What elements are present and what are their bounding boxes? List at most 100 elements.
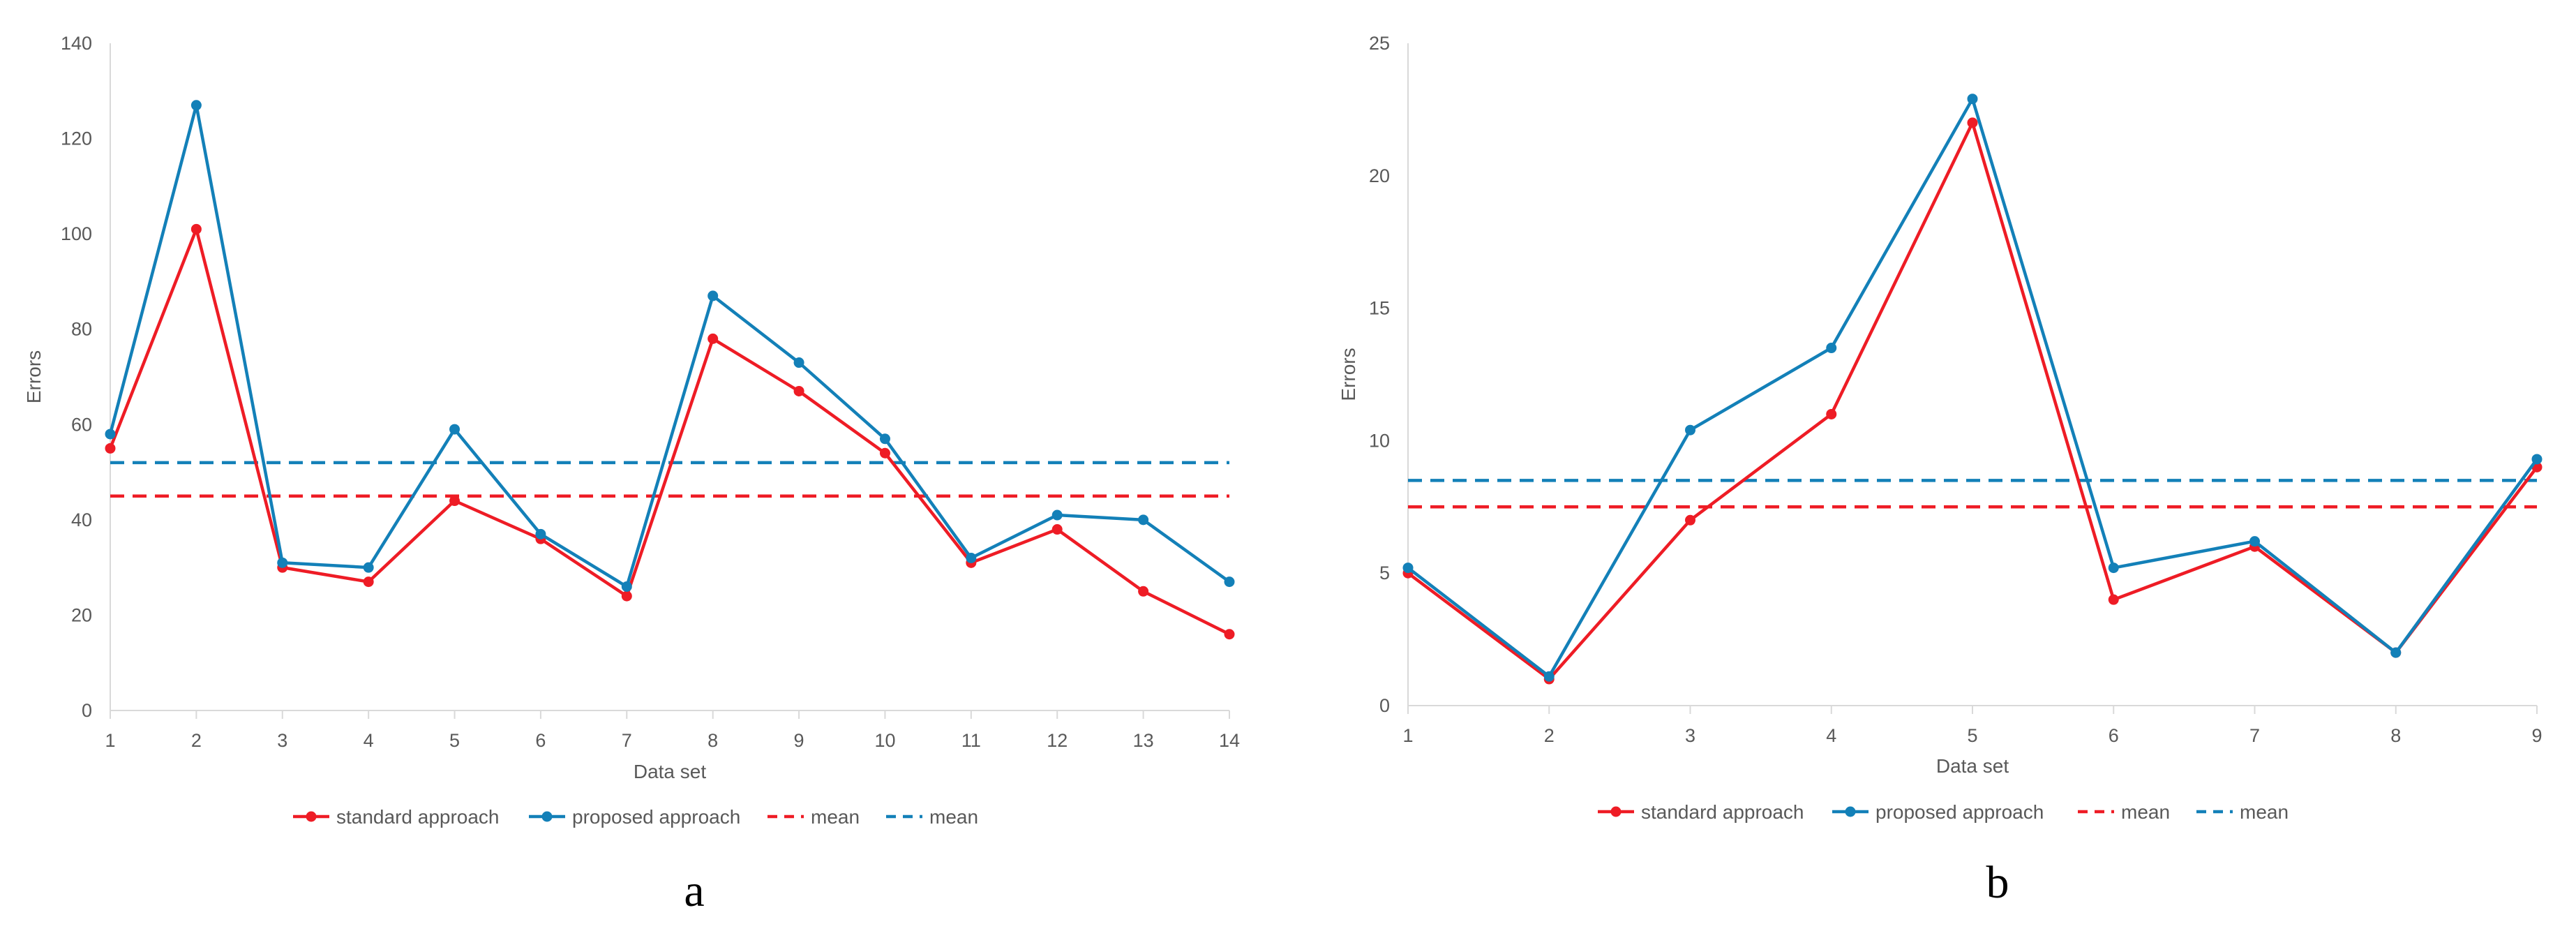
x-tick-label: 9 bbox=[2531, 725, 2542, 746]
x-tick-label: 6 bbox=[2109, 725, 2119, 746]
y-tick-label: 25 bbox=[1369, 33, 1390, 54]
data-point bbox=[1967, 117, 1978, 128]
y-tick-label: 5 bbox=[1379, 563, 1390, 583]
y-tick-label: 40 bbox=[71, 509, 92, 530]
x-tick-label: 9 bbox=[794, 730, 804, 751]
data-point bbox=[363, 562, 374, 573]
y-axis-title: Errors bbox=[23, 350, 45, 403]
x-tick-label: 8 bbox=[2390, 725, 2401, 746]
legend-label: proposed approach bbox=[572, 806, 740, 828]
x-tick-label: 3 bbox=[277, 730, 287, 751]
data-point bbox=[1967, 94, 1978, 105]
data-point bbox=[1051, 524, 1063, 535]
data-point bbox=[105, 442, 116, 454]
data-point bbox=[449, 424, 460, 435]
data-point bbox=[105, 429, 116, 440]
y-tick-label: 20 bbox=[1369, 165, 1390, 186]
x-tick-label: 13 bbox=[1133, 730, 1154, 751]
legend-label: standard approach bbox=[336, 806, 500, 828]
data-point bbox=[1138, 586, 1149, 597]
legend-label: standard approach bbox=[1641, 801, 1804, 823]
x-tick-label: 7 bbox=[622, 730, 632, 751]
x-tick-label: 2 bbox=[1544, 725, 1555, 746]
data-point bbox=[2108, 594, 2119, 605]
data-point bbox=[1224, 629, 1235, 640]
legend-label: mean bbox=[2240, 801, 2289, 823]
data-point bbox=[621, 590, 632, 602]
data-point bbox=[2108, 563, 2119, 574]
data-point bbox=[2249, 536, 2260, 547]
x-tick-label: 5 bbox=[449, 730, 460, 751]
y-tick-label: 120 bbox=[61, 128, 92, 149]
x-tick-label: 14 bbox=[1219, 730, 1240, 751]
x-tick-label: 2 bbox=[191, 730, 202, 751]
series-line bbox=[108, 103, 1231, 588]
y-tick-label: 15 bbox=[1369, 298, 1390, 319]
data-point bbox=[879, 433, 890, 445]
legend-marker bbox=[306, 811, 317, 822]
data-point bbox=[793, 357, 804, 368]
data-point bbox=[190, 100, 202, 111]
data-point bbox=[363, 576, 374, 588]
x-tick-label: 4 bbox=[1826, 725, 1836, 746]
data-point bbox=[1826, 343, 1837, 354]
y-tick-label: 140 bbox=[61, 33, 92, 54]
data-point bbox=[1224, 576, 1235, 588]
series-line bbox=[108, 228, 1231, 636]
x-tick-label: 5 bbox=[1967, 725, 1977, 746]
data-point bbox=[707, 333, 719, 344]
y-tick-label: 10 bbox=[1369, 430, 1390, 451]
y-tick-label: 100 bbox=[61, 223, 92, 244]
data-point bbox=[1685, 514, 1695, 526]
data-point bbox=[1051, 509, 1063, 521]
data-point bbox=[879, 447, 890, 459]
x-tick-label: 11 bbox=[961, 730, 981, 751]
x-tick-label: 7 bbox=[2249, 725, 2260, 746]
legend-label: mean bbox=[2121, 801, 2170, 823]
data-point bbox=[1402, 563, 1414, 574]
x-tick-label: 1 bbox=[105, 730, 115, 751]
legend-marker bbox=[1845, 806, 1856, 817]
x-tick-label: 8 bbox=[707, 730, 718, 751]
legend-label: mean bbox=[929, 806, 978, 828]
data-point bbox=[2390, 647, 2402, 658]
y-tick-label: 20 bbox=[71, 604, 92, 625]
data-point bbox=[966, 552, 977, 563]
series-line bbox=[1407, 121, 2538, 681]
data-point bbox=[707, 290, 719, 302]
panel-label: b bbox=[1986, 857, 2009, 908]
data-point bbox=[793, 385, 804, 396]
x-tick-label: 1 bbox=[1402, 725, 1413, 746]
chart-b: 0 5 10 15 20 25 1 2 3 4 5 6 7 8 9 Data set Errors standar… bbox=[1338, 33, 2543, 908]
data-point bbox=[535, 528, 546, 539]
data-point bbox=[2531, 454, 2543, 465]
x-axis-title: Data set bbox=[1936, 755, 2009, 777]
x-tick-label: 6 bbox=[535, 730, 546, 751]
y-tick-label: 80 bbox=[71, 319, 92, 340]
data-point bbox=[1138, 514, 1149, 526]
series-line bbox=[1407, 97, 2538, 678]
data-point bbox=[277, 557, 288, 568]
data-point bbox=[621, 581, 632, 592]
y-axis-title: Errors bbox=[1338, 348, 1359, 401]
data-point bbox=[1685, 424, 1695, 436]
legend-label: proposed approach bbox=[1875, 801, 2044, 823]
x-tick-label: 3 bbox=[1685, 725, 1695, 746]
y-tick-label: 0 bbox=[82, 700, 92, 721]
legend-marker bbox=[1610, 806, 1622, 817]
legend-label: mean bbox=[811, 806, 860, 828]
legend-marker bbox=[541, 811, 553, 822]
x-axis-title: Data set bbox=[634, 761, 706, 782]
data-point bbox=[1826, 408, 1837, 419]
y-tick-label: 60 bbox=[71, 414, 92, 435]
x-tick-label: 10 bbox=[874, 730, 895, 751]
y-tick-label: 0 bbox=[1379, 695, 1390, 716]
x-tick-label: 4 bbox=[364, 730, 374, 751]
x-tick-label: 12 bbox=[1047, 730, 1068, 751]
data-point bbox=[449, 496, 460, 507]
data-point bbox=[190, 223, 202, 234]
data-point bbox=[1543, 671, 1555, 682]
panel-label: a bbox=[684, 865, 704, 916]
